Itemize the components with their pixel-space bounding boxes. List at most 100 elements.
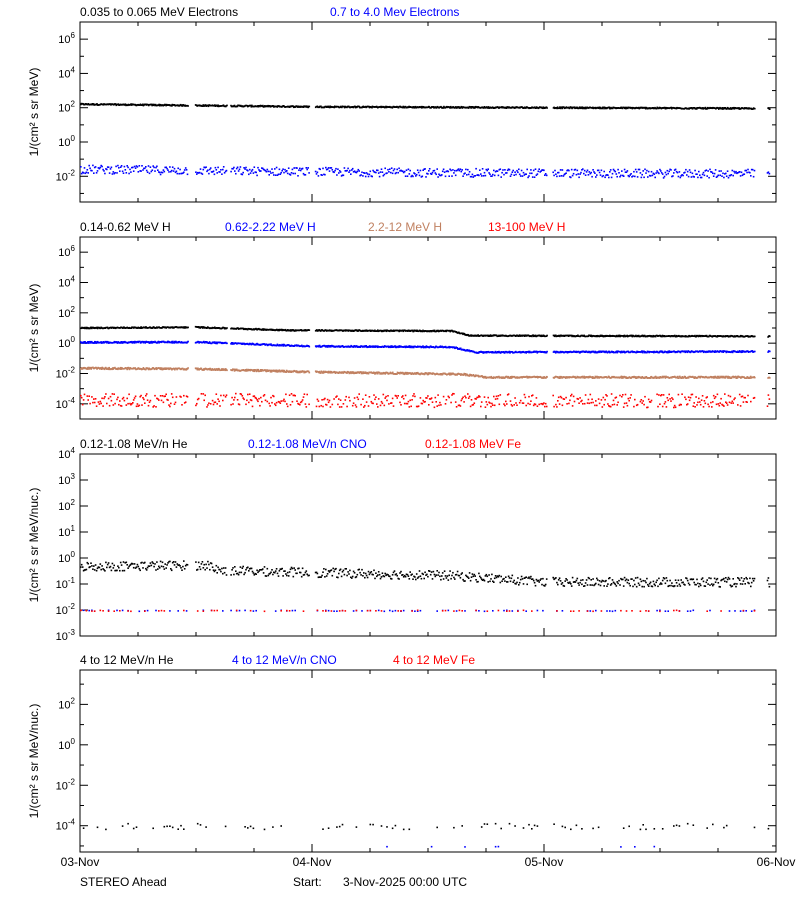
data-point — [653, 173, 656, 175]
data-point — [415, 373, 417, 375]
data-point — [139, 327, 142, 329]
data-point — [395, 171, 398, 174]
data-point — [448, 329, 451, 332]
data-point — [397, 171, 399, 174]
data-point — [610, 176, 613, 179]
data-point — [169, 166, 171, 168]
data-point — [552, 171, 554, 174]
data-point — [119, 368, 121, 370]
data-point — [349, 169, 351, 172]
data-point — [483, 106, 486, 108]
data-point — [282, 345, 284, 347]
data-point — [198, 342, 200, 344]
data-point — [332, 171, 334, 173]
data-point — [92, 366, 94, 369]
data-point — [297, 175, 299, 177]
data-point — [399, 372, 401, 375]
data-point — [117, 368, 119, 371]
data-point — [468, 171, 471, 173]
data-point — [484, 375, 487, 378]
data-point — [328, 170, 331, 172]
data-point — [499, 352, 502, 354]
data-point — [275, 370, 278, 373]
data-point — [564, 173, 566, 175]
data-point — [702, 171, 705, 174]
series-2 — [80, 164, 771, 179]
data-point — [126, 368, 128, 371]
data-point — [517, 171, 519, 174]
data-point — [329, 167, 332, 169]
data-point — [266, 369, 268, 371]
data-point — [493, 169, 495, 172]
data-point — [142, 341, 145, 344]
data-point — [467, 334, 469, 336]
data-point — [732, 174, 734, 177]
data-point — [723, 176, 725, 179]
data-point — [634, 175, 636, 178]
data-point — [160, 171, 163, 174]
data-point — [684, 351, 686, 354]
data-point — [702, 108, 704, 110]
data-point — [224, 170, 227, 173]
data-point — [121, 342, 123, 344]
data-point — [561, 169, 564, 171]
data-point — [295, 371, 297, 373]
data-point — [362, 175, 364, 177]
data-point — [218, 171, 220, 173]
data-point — [323, 173, 325, 176]
data-point — [611, 107, 614, 110]
data-point — [694, 334, 696, 337]
data-point — [654, 176, 656, 179]
data-point — [559, 351, 561, 354]
data-point — [566, 169, 568, 172]
data-point — [114, 103, 117, 105]
data-point — [480, 173, 482, 175]
data-point — [178, 172, 180, 175]
data-point — [171, 326, 174, 328]
data-point — [736, 351, 739, 353]
data-point — [661, 173, 664, 175]
data-point — [699, 176, 702, 179]
data-point — [276, 174, 279, 176]
data-point — [480, 175, 483, 177]
data-point — [218, 368, 221, 371]
data-point — [528, 175, 530, 177]
data-point — [427, 173, 429, 175]
data-point — [627, 174, 630, 177]
data-point — [698, 170, 700, 173]
data-point — [624, 107, 626, 110]
data-point — [735, 170, 737, 173]
data-point — [343, 106, 346, 109]
data-point — [470, 374, 472, 376]
data-point — [535, 174, 538, 176]
data-point — [743, 107, 746, 110]
data-point — [307, 167, 309, 169]
data-point — [294, 330, 296, 332]
data-point — [498, 107, 500, 109]
data-point — [346, 169, 348, 172]
data-point — [625, 171, 628, 173]
data-point — [470, 175, 473, 178]
data-point — [365, 345, 367, 347]
data-point — [262, 329, 265, 331]
data-point — [430, 107, 432, 109]
data-point — [514, 171, 516, 173]
data-point — [196, 367, 198, 370]
data-point — [511, 351, 514, 353]
data-point — [342, 174, 345, 177]
data-point — [167, 169, 169, 171]
data-point — [260, 370, 262, 372]
data-point — [433, 330, 435, 333]
series-1 — [80, 102, 771, 110]
data-point — [477, 374, 479, 377]
data-point — [488, 172, 490, 174]
data-point — [414, 173, 416, 175]
data-point — [158, 342, 160, 344]
data-point — [250, 170, 253, 172]
data-point — [431, 373, 434, 375]
data-point — [214, 368, 216, 370]
data-point — [414, 105, 417, 108]
data-point — [204, 104, 207, 106]
data-point — [376, 371, 378, 374]
data-point — [506, 169, 509, 172]
